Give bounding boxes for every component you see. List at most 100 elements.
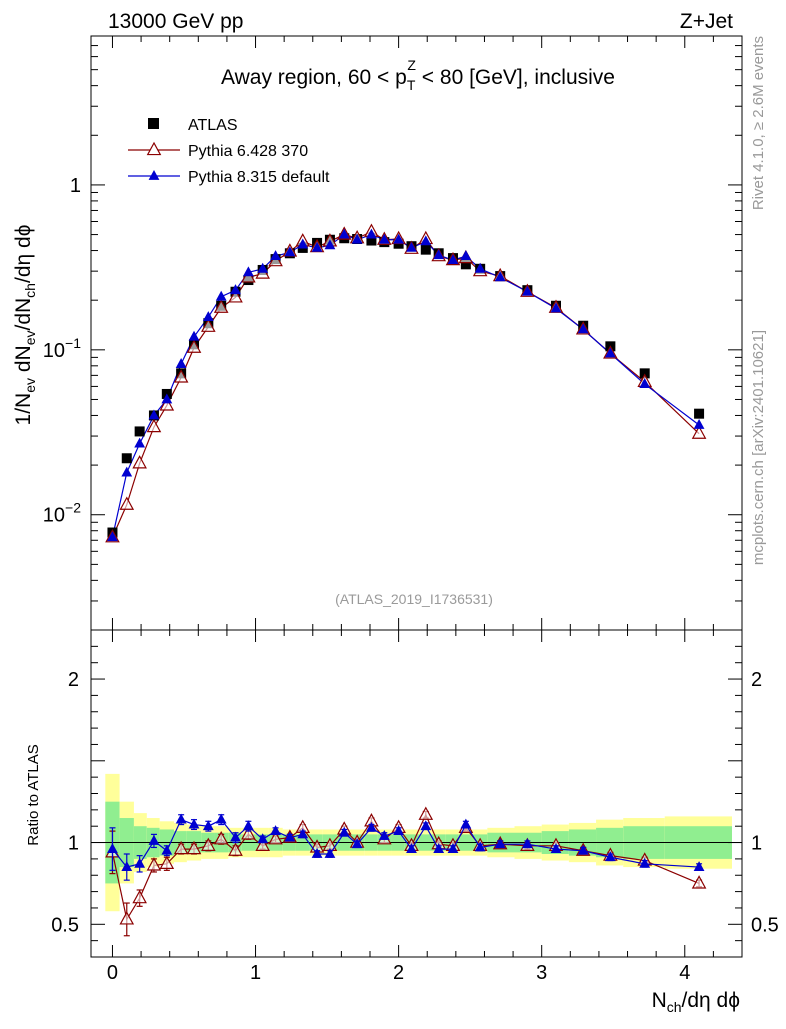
ratio-point-pythia8	[433, 843, 445, 853]
legend-entry: Pythia 6.428 370	[128, 141, 308, 160]
x-tick-label: 2	[393, 962, 404, 984]
ratio-point-pythia8	[693, 861, 705, 871]
pythia8-point	[284, 246, 296, 257]
plot-title: Away region, 60 < pTZ < 80 [GeV], inclus…	[221, 57, 615, 93]
pythia6-point	[691, 425, 707, 439]
ratio-point-pythia8	[639, 857, 651, 868]
series-line-pythia8	[111, 233, 700, 538]
pythia8-point	[257, 262, 269, 273]
legend-marker-triangle	[148, 170, 160, 180]
ratio-point-pythia8	[604, 851, 616, 862]
pythia8-point	[134, 437, 146, 448]
plot-title-post: < 80 [GeV], inclusive	[416, 66, 615, 89]
atlas-point	[420, 244, 431, 255]
ratio-point-pythia8	[188, 818, 200, 829]
pythia8-point	[215, 290, 227, 301]
pythia8-point	[230, 284, 241, 295]
ratio-point-pythia8	[521, 838, 533, 849]
legend-label: Pythia 6.428 370	[188, 143, 308, 160]
x-axis-label: Nch/dη dϕ	[652, 989, 740, 1015]
main-panel: 10−2 10−1 1 Away region, 60 < pTZ < 80 [Ge…	[12, 35, 743, 631]
x-tick-labels: 0 1 2 3 4	[107, 962, 690, 984]
ratio-point-pythia8	[577, 844, 589, 855]
pythia8-point	[378, 233, 390, 244]
atlas-point	[134, 426, 145, 437]
pythia8-point	[351, 233, 363, 244]
pythia8-point	[447, 254, 459, 265]
ratio-point-pythia6	[418, 806, 434, 820]
ratio-point-pythia6	[132, 889, 147, 904]
rivet-label: Rivet 4.1.0, ≥ 2.6M events	[750, 36, 767, 210]
pythia8-point	[550, 302, 562, 313]
ratio-point-pythia8	[242, 820, 254, 831]
y-tick-label: 10−1	[43, 335, 81, 362]
legend-marker-square	[148, 118, 159, 129]
ratio-tick-label-right: 0.5	[751, 914, 779, 936]
pythia6-point	[201, 318, 216, 332]
ratio-point-pythia8	[148, 834, 160, 845]
header-energy-label: 13000 GeV pp	[108, 10, 243, 33]
ratio-point-pythia6	[146, 857, 162, 871]
ratio-y-tick-labels: 0.5 0.5 1 1 2 2	[51, 669, 779, 936]
ratio-point-pythia8	[175, 813, 187, 824]
atlas-point	[366, 235, 377, 246]
ratio-point-pythia8	[351, 838, 363, 849]
ratio-point-pythia6	[186, 840, 202, 855]
pythia8-point	[297, 238, 309, 249]
ratio-tick-label-left: 2	[68, 669, 79, 691]
ratio-tick-label-left: 0.5	[51, 914, 79, 936]
atlas-point	[639, 368, 650, 379]
ratio-point-pythia6	[201, 837, 216, 851]
pythia6-point	[132, 455, 147, 469]
legend-label: Pythia 8.315 default	[188, 169, 330, 186]
ratio-point-pythia8	[378, 830, 390, 840]
header-process-label: Z+Jet	[680, 10, 733, 33]
pythia8-point	[460, 250, 472, 261]
pythia8-point	[366, 228, 377, 239]
ratio-point-pythia6	[691, 875, 707, 889]
atlas-point	[460, 259, 471, 270]
ratio-ticks	[91, 630, 742, 957]
pythia8-point	[311, 241, 323, 252]
ratio-point-pythia6	[159, 855, 175, 869]
y-tick-label: 10−2	[43, 500, 81, 527]
mcplots-label: mcplots.cern.ch [arXiv:2401.10621]	[750, 330, 767, 565]
ratio-point-pythia8	[324, 847, 336, 858]
plot-title-sup: Z	[407, 57, 416, 73]
pythia8-point	[324, 239, 336, 250]
ratio-point-pythia8	[393, 825, 405, 836]
y-tick-label: 1	[70, 175, 81, 197]
ratio-point-pythia8	[297, 828, 309, 839]
ratio-point-pythia8	[366, 821, 377, 832]
pythia8-point	[121, 466, 133, 477]
pythia8-point	[494, 271, 506, 282]
ratio-tick-label-right: 1	[751, 833, 762, 855]
plot-title-pre: Away region, 60 < p	[221, 66, 407, 89]
ratio-point-pythia6	[241, 826, 256, 840]
pythia8-point	[202, 311, 214, 321]
ratio-point-pythia6	[268, 831, 283, 845]
pythia8-point	[406, 241, 417, 252]
ratio-point-pythia8	[230, 831, 241, 842]
pythia8-point	[188, 330, 200, 341]
ratio-panel: 0.5 0.5 1 1 2 2 Ratio to ATLAS	[25, 629, 779, 958]
legend: ATLAS Pythia 6.428 370 Pythia 8.315 defaul…	[128, 117, 330, 186]
ratio-point-pythia8	[447, 843, 459, 853]
pythia8-point	[393, 233, 405, 244]
x-tick-label: 0	[107, 962, 118, 984]
pythia8-point	[420, 235, 432, 246]
main-data-layer	[105, 223, 707, 543]
ratio-point-pythia8	[107, 843, 118, 853]
pythia6-point	[159, 397, 175, 411]
ratio-point-pythia8	[270, 825, 281, 836]
ratio-point-pythia8	[550, 843, 562, 853]
ratio-tick-label-left: 1	[68, 833, 79, 855]
x-tick-label: 1	[250, 962, 261, 984]
pythia8-point	[521, 285, 533, 296]
ratio-data-layer	[105, 806, 707, 937]
pythia8-point	[474, 262, 486, 273]
atlas-point	[694, 408, 705, 419]
ratio-point-pythia8	[420, 820, 432, 831]
pythia6-point	[146, 418, 162, 433]
ratio-point-pythia8	[202, 820, 214, 831]
